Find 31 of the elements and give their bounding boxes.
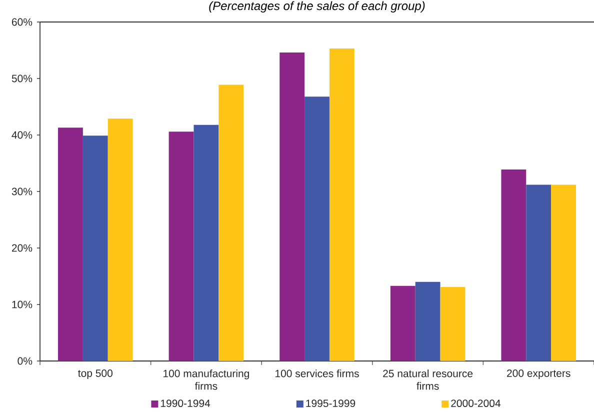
- bar: [526, 184, 552, 361]
- bar: [280, 52, 305, 361]
- bar: [58, 128, 83, 361]
- y-tick-label: 10%: [12, 300, 32, 308]
- bar: [168, 132, 194, 361]
- bar: [501, 169, 526, 361]
- x-tick-label: 25 natural resource firms: [383, 370, 473, 390]
- y-tick-label: 40%: [12, 131, 32, 139]
- x-tick-label: top 500: [78, 370, 112, 380]
- bar: [415, 282, 440, 361]
- bar: [329, 48, 354, 361]
- bar: [440, 286, 466, 361]
- y-tick-label: 50%: [12, 74, 32, 82]
- bar: [551, 184, 576, 361]
- bar: [108, 118, 133, 361]
- legend-label: 1990-1994: [160, 400, 210, 408]
- bar: [390, 286, 416, 361]
- y-tick-label: 20%: [12, 244, 32, 252]
- y-tick-label: 60%: [12, 18, 32, 26]
- bar: [194, 124, 219, 361]
- y-tick-label: 0%: [18, 357, 32, 365]
- legend-label: 2000-2004: [451, 400, 500, 408]
- x-tick-label: 100 services firms: [275, 370, 359, 378]
- y-tick-label: 30%: [12, 188, 32, 196]
- bar: [82, 136, 108, 361]
- legend-label: 1995-1999: [306, 400, 356, 408]
- bar: [304, 96, 330, 361]
- x-tick-label: 100 manufacturing firms: [164, 370, 249, 390]
- bar: [218, 84, 244, 361]
- x-tick-label: 200 exporters: [507, 370, 570, 380]
- chart-title: (Percentages of the sales of each group): [209, 1, 425, 12]
